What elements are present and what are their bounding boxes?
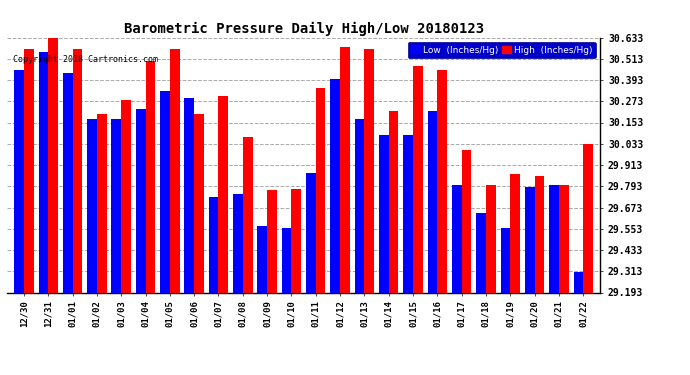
Bar	[428, 111, 437, 292]
Bar	[355, 120, 364, 292]
Bar	[316, 88, 326, 292]
Bar	[146, 61, 155, 292]
Bar	[291, 189, 301, 292]
Bar	[364, 49, 374, 292]
Bar	[340, 47, 350, 292]
Bar	[194, 114, 204, 292]
Bar	[219, 96, 228, 292]
Bar	[257, 226, 267, 292]
Bar	[136, 109, 146, 292]
Title: Barometric Pressure Daily High/Low 20180123: Barometric Pressure Daily High/Low 20180…	[124, 22, 484, 36]
Bar	[583, 144, 593, 292]
Bar	[267, 190, 277, 292]
Bar	[14, 70, 24, 292]
Bar	[97, 114, 107, 292]
Bar	[121, 100, 131, 292]
Bar	[404, 135, 413, 292]
Bar	[331, 79, 340, 292]
Bar	[112, 120, 121, 292]
Bar	[233, 194, 243, 292]
Bar	[462, 150, 471, 292]
Bar	[437, 70, 447, 292]
Bar	[282, 228, 291, 292]
Bar	[486, 185, 495, 292]
Bar	[160, 91, 170, 292]
Bar	[39, 52, 48, 292]
Bar	[573, 272, 583, 292]
Bar	[452, 185, 462, 292]
Bar	[379, 135, 388, 292]
Bar	[170, 49, 179, 292]
Bar	[559, 185, 569, 292]
Bar	[63, 74, 72, 292]
Bar	[413, 66, 423, 292]
Bar	[24, 49, 34, 292]
Bar	[535, 176, 544, 292]
Bar	[476, 213, 486, 292]
Bar	[500, 228, 511, 292]
Bar	[87, 120, 97, 292]
Text: Copyright 2018 Cartronics.com: Copyright 2018 Cartronics.com	[13, 56, 158, 64]
Bar	[48, 38, 58, 292]
Bar	[184, 98, 194, 292]
Bar	[388, 111, 398, 292]
Bar	[306, 172, 316, 292]
Bar	[511, 174, 520, 292]
Bar	[209, 197, 219, 292]
Legend: Low  (Inches/Hg), High  (Inches/Hg): Low (Inches/Hg), High (Inches/Hg)	[408, 42, 595, 58]
Bar	[243, 137, 253, 292]
Bar	[525, 187, 535, 292]
Bar	[549, 185, 559, 292]
Bar	[72, 49, 82, 292]
